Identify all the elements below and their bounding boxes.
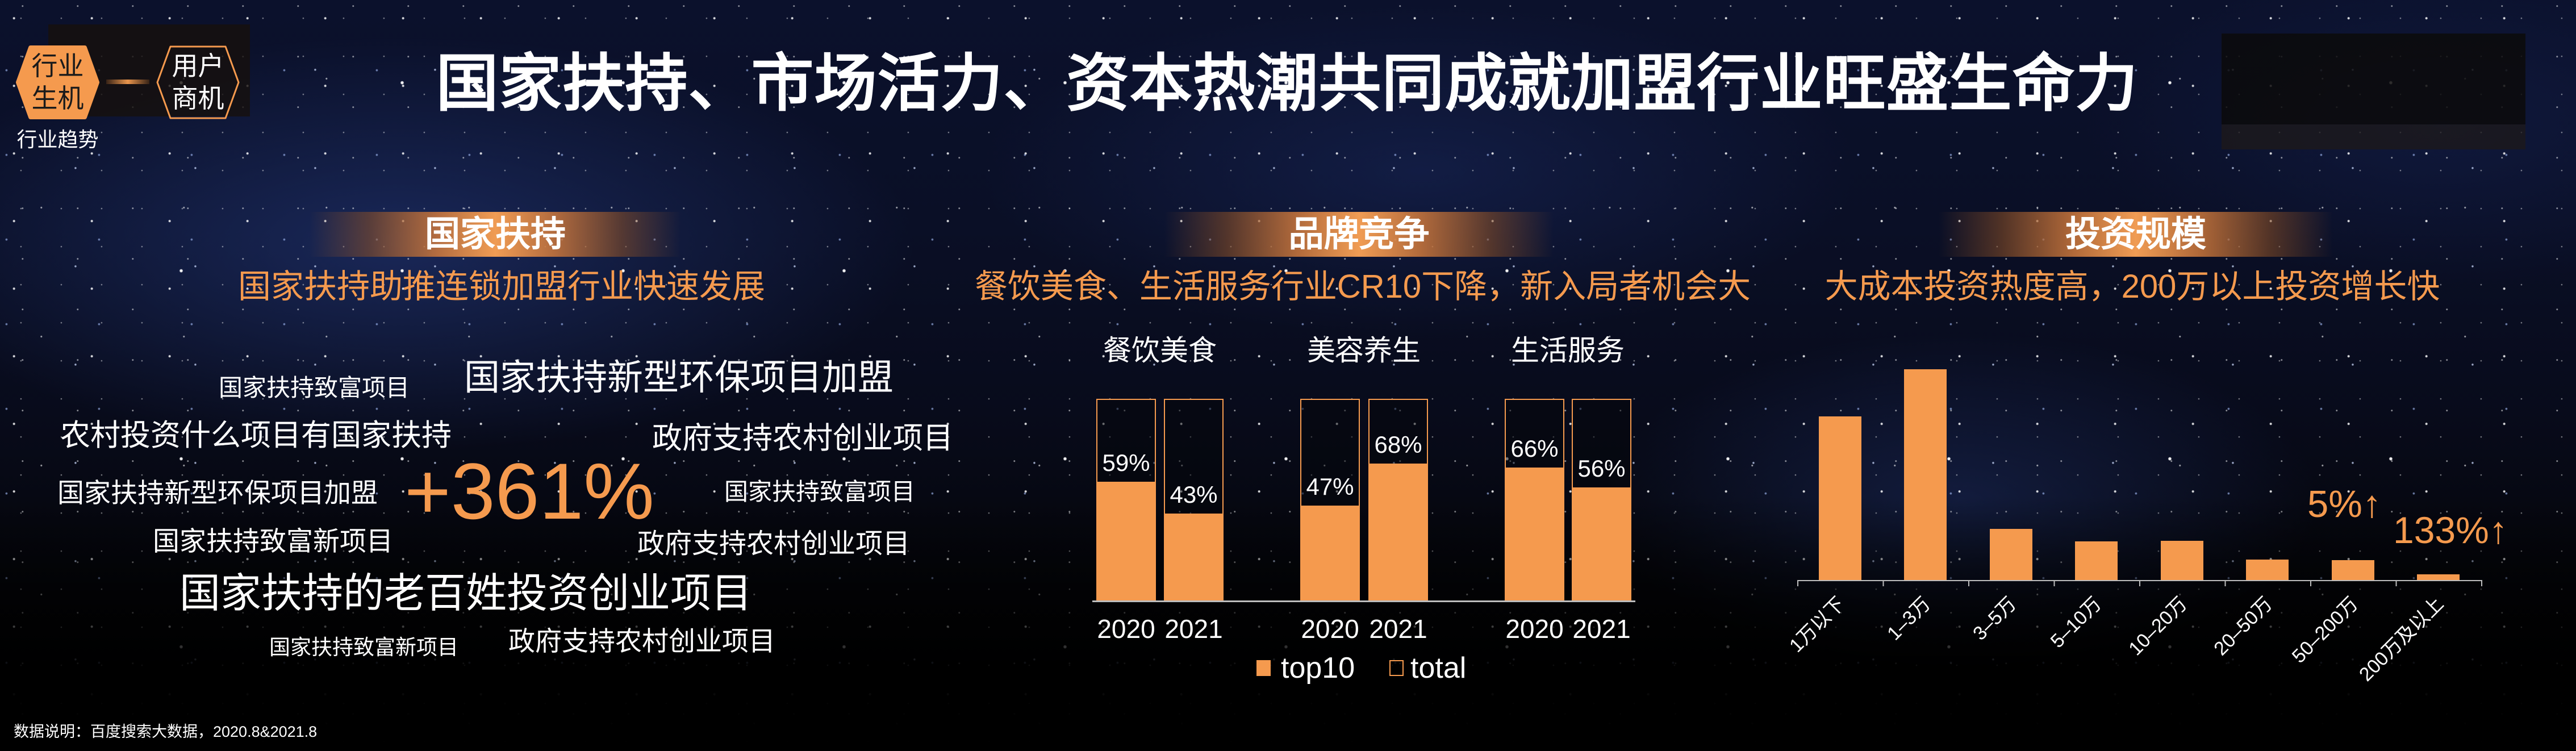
keyword: 政府支持农村创业项目 (637, 529, 911, 559)
data-label: 47% (1306, 473, 1354, 500)
data-label: 56% (1577, 455, 1626, 482)
top10-fill (1300, 506, 1360, 600)
bar (2246, 560, 2289, 581)
keyword: 国家扶持致富新项目 (269, 636, 458, 659)
bar (1989, 528, 2032, 581)
x-tick-label: 2020 (1505, 614, 1564, 644)
x-axis-line (1092, 600, 1635, 602)
bar-slot (2310, 369, 2396, 581)
bar (1904, 369, 1947, 581)
tab-label-line2: 商机 (172, 84, 224, 113)
bar-slot (1968, 369, 2054, 581)
bar (1818, 416, 1861, 581)
growth-annotation: 133%↑ (2393, 509, 2508, 551)
keyword: 国家扶持致富项目 (724, 478, 916, 505)
x-tick-label: 2021 (1572, 614, 1631, 644)
x-axis-ticks (1797, 581, 2482, 586)
data-source-footnote: 数据说明：百度搜索大数据，2020.8&2021.8 (14, 723, 318, 740)
top10-fill (1096, 481, 1156, 600)
bar-lifeservice-2021: 56% 2021 (1572, 399, 1631, 642)
policy-subtitle: 国家扶持助推连锁加盟行业快速发展 (237, 268, 765, 305)
group-label: 生活服务 (1511, 335, 1625, 366)
investment-section-header: 投资规模 (1939, 212, 2333, 257)
keyword: 国家扶持的老百姓投资创业项目 (179, 571, 753, 616)
data-label: 43% (1170, 481, 1218, 508)
bar-slot (2054, 369, 2140, 581)
keyword: 国家扶持新型环保项目加盟 (57, 478, 378, 508)
tab-label-line1: 行业 (31, 51, 84, 81)
bar (2160, 541, 2203, 581)
policy-section-header: 国家扶持 (310, 212, 681, 257)
bar-beauty-2021: 68% 2021 (1368, 399, 1428, 642)
data-label: 66% (1510, 435, 1559, 462)
logo-placeholder (2222, 34, 2525, 124)
tab-label-line1: 用户 (172, 51, 224, 81)
top10-fill (1368, 463, 1428, 600)
bar-catering-2021: 43% 2021 (1164, 399, 1224, 642)
top10-fill (1164, 514, 1224, 600)
hexagon-filled-icon (16, 45, 99, 119)
x-tick-label: 2020 (1097, 614, 1155, 644)
bar-slot (1883, 369, 1969, 581)
hexagon-outline-icon (156, 45, 240, 119)
tab-label: 行业 生机 (16, 45, 99, 119)
keyword: 国家扶持致富新项目 (153, 526, 393, 556)
section-label: 行业趋势 (16, 128, 99, 151)
tab-label: 用户 商机 (156, 45, 240, 119)
hexagon-shape (16, 45, 99, 119)
bar (2075, 541, 2118, 581)
tab-connector-line (106, 80, 149, 84)
bar (2417, 574, 2460, 581)
investment-subtitle: 大成本投资热度高，200万以上投资增长快 (1825, 268, 2440, 305)
x-tick-label: 2021 (1369, 614, 1427, 644)
x-tick-label: 2021 (1164, 614, 1223, 644)
tab-label-line2: 生机 (31, 84, 84, 113)
keyword: 农村投资什么项目有国家扶持 (60, 419, 452, 452)
group-label: 美容养生 (1307, 335, 1421, 366)
brand-competition-chart: 餐饮美食 美容养生 生活服务 59% 2020 43% 2021 47% 202… (1092, 336, 1635, 642)
legend-label-top10: top10 (1281, 652, 1355, 685)
legend-swatch-filled-icon (1256, 660, 1271, 676)
bar-slot (2139, 369, 2225, 581)
page-title: 国家扶持、市场活力、资本热潮共同成就加盟行业旺盛生命力 (436, 49, 2139, 119)
data-label: 59% (1102, 449, 1150, 476)
bar-slot (2396, 369, 2482, 581)
x-tick-label: 2020 (1301, 614, 1359, 644)
bar-lifeservice-2020: 66% 2020 (1505, 399, 1564, 642)
bar-slot (2225, 369, 2311, 581)
keyword: 国家扶持致富项目 (219, 374, 410, 401)
keyword: 国家扶持新型环保项目加盟 (464, 358, 894, 398)
brand-section-header: 品牌竞争 (1164, 212, 1554, 257)
brand-subtitle: 餐饮美食、生活服务行业CR10下降，新入局者机会大 (974, 268, 1751, 305)
investment-scale-chart (1797, 369, 2481, 581)
logo-placeholder-band (2222, 124, 2525, 149)
top10-fill (1572, 487, 1631, 600)
growth-highlight: +361% (404, 447, 654, 536)
bar (2331, 560, 2374, 581)
bar-catering-2020: 59% 2020 (1096, 399, 1156, 642)
tab-user-opportunity[interactable]: 用户 商机 (156, 45, 240, 119)
legend-swatch-outline-icon (1389, 660, 1404, 676)
policy-header-label: 国家扶持 (424, 214, 566, 254)
growth-annotation: 5%↑ (2307, 483, 2382, 525)
bar-slot (1797, 369, 1883, 581)
investment-header-label: 投资规模 (2065, 214, 2206, 254)
tab-industry-opportunity[interactable]: 行业 生机 (16, 45, 99, 119)
hexagon-shape (156, 45, 240, 119)
group-label: 餐饮美食 (1103, 335, 1217, 366)
top10-fill (1505, 467, 1564, 600)
legend-label-total: total (1410, 652, 1467, 685)
brand-header-label: 品牌竞争 (1288, 214, 1430, 254)
keyword: 政府支持农村创业项目 (508, 626, 775, 656)
keyword: 政府支持农村创业项目 (652, 422, 953, 455)
bar-beauty-2020: 47% 2020 (1300, 399, 1360, 642)
data-label: 68% (1374, 431, 1422, 458)
